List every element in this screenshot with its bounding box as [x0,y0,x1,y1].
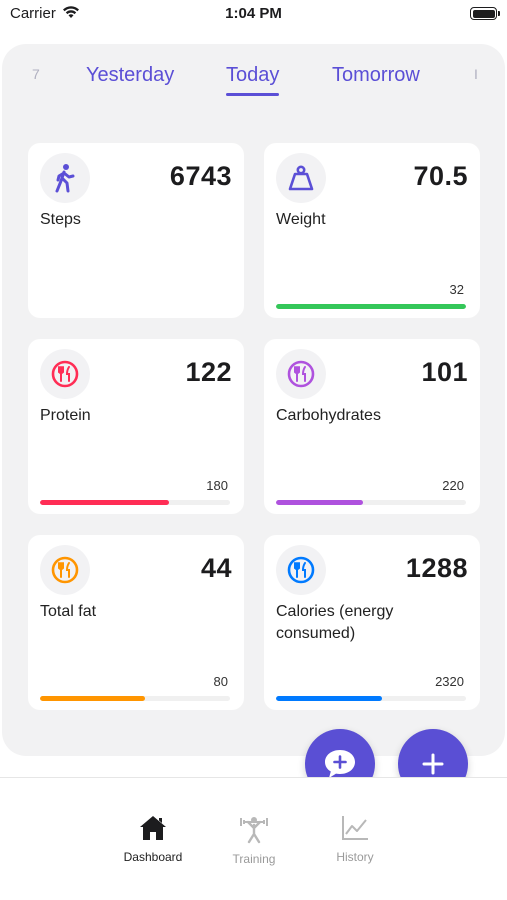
carrier-label: Carrier [10,5,56,22]
home-icon [140,816,166,840]
calories-goal: 2320 [435,674,464,689]
tab-edge-left[interactable]: 7 [32,66,40,82]
weight-progress-fill [276,304,466,309]
calories-progress-bar [276,696,466,701]
nav-dashboard-label: Dashboard [123,850,183,864]
nav-training-label: Training [232,852,276,866]
carbohydrates-card[interactable]: 101 Carbohydrates 220 [264,339,480,514]
steps-value: 6743 [169,161,232,191]
wifi-icon [63,6,79,18]
bottom-navigation: Dashboard Training History [0,777,507,900]
nav-history-label: History [336,850,374,864]
fork-knife-icon [276,545,326,595]
fork-knife-icon [40,545,90,595]
protein-label: Protein [40,407,91,424]
calories-card[interactable]: 1288 Calories (energy consumed) 2320 [264,535,480,710]
weight-card[interactable]: 70.5 Weight 32 [264,143,480,318]
carbohydrates-value: 101 [421,357,468,387]
weight-progress-bar [276,304,466,309]
protein-value: 122 [185,357,232,387]
nav-training[interactable]: Training [204,814,304,868]
weight-label: Weight [276,211,326,228]
weight-value: 70.5 [413,161,468,191]
tab-edge-right[interactable]: I [474,66,478,82]
carbohydrates-progress-fill [276,500,364,505]
protein-card[interactable]: 122 Protein 180 [28,339,244,514]
total-fat-card[interactable]: 44 Total fat 80 [28,535,244,710]
weightlifter-icon [240,817,268,844]
dashboard-panel: 7 Yesterday Today Tomorrow I 6743 Steps [2,44,505,756]
status-bar: Carrier 1:04 PM [0,0,507,28]
battery-icon [470,7,500,20]
carbohydrates-goal: 220 [442,478,464,493]
total-fat-label: Total fat [40,603,97,620]
plus-icon [422,753,444,775]
total-fat-value: 44 [200,553,232,583]
tab-today[interactable]: Today [226,64,280,96]
tab-yesterday[interactable]: Yesterday [86,64,175,86]
protein-progress-fill [40,500,170,505]
calories-progress-fill [276,696,383,701]
fork-knife-icon [40,349,90,399]
weight-goal: 32 [449,282,464,297]
total-fat-progress-fill [40,696,145,701]
date-tabs: 7 Yesterday Today Tomorrow I [2,44,505,104]
nav-history[interactable]: History [305,814,405,866]
protein-progress-bar [40,500,230,505]
clock: 1:04 PM [225,5,282,22]
fork-knife-icon [276,349,326,399]
calories-label: Calories (energy consumed) [276,603,394,642]
calories-value: 1288 [405,553,468,583]
total-fat-goal: 80 [213,674,228,689]
steps-card[interactable]: 6743 Steps [28,143,244,318]
chat-add-icon [325,750,355,778]
carbohydrates-label: Carbohydrates [276,407,381,424]
steps-label: Steps [40,211,81,228]
tab-tomorrow[interactable]: Tomorrow [332,64,420,86]
carbohydrates-progress-bar [276,500,466,505]
walking-person-icon [40,153,90,203]
nav-dashboard[interactable]: Dashboard [103,814,203,866]
chart-icon [342,816,368,840]
scale-icon [276,153,326,203]
protein-goal: 180 [206,478,228,493]
total-fat-progress-bar [40,696,230,701]
